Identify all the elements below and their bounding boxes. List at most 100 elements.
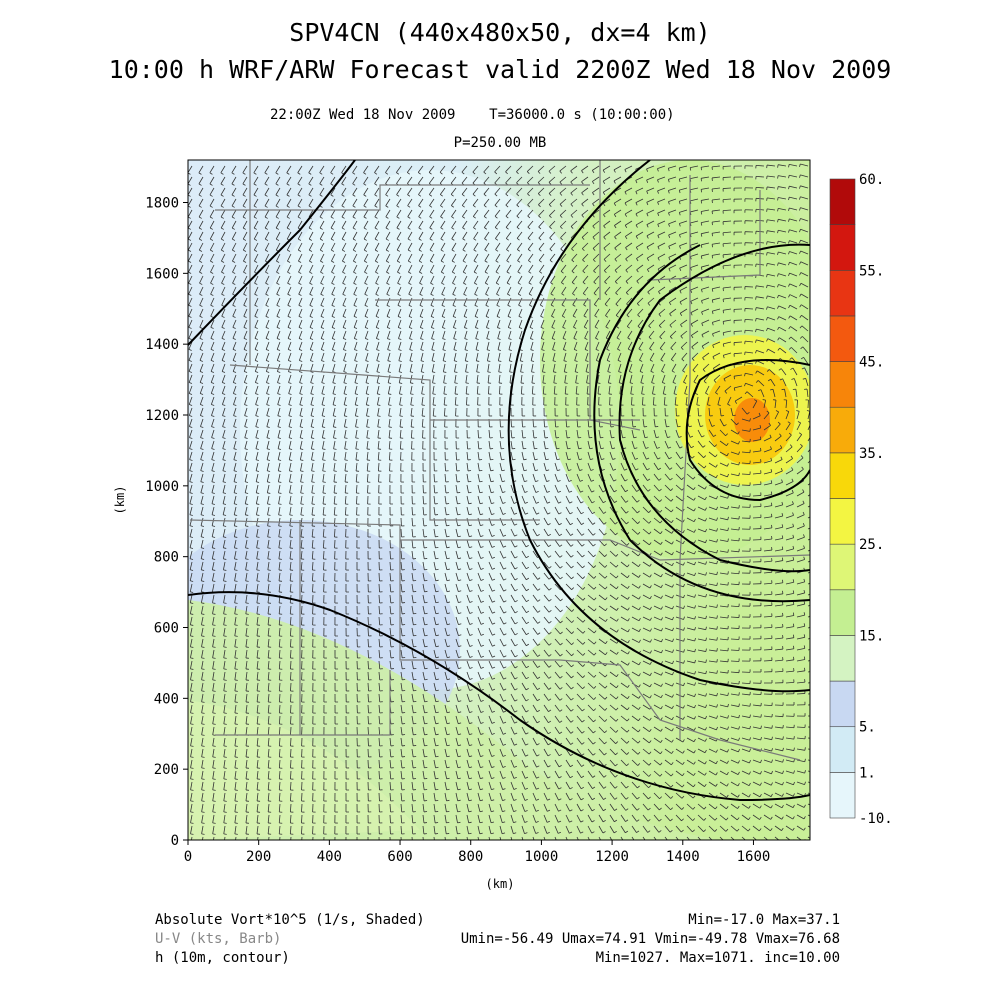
wind-barb <box>657 187 666 192</box>
wind-barb-flag <box>353 249 357 252</box>
wind-barb <box>432 374 435 383</box>
wind-barb <box>418 242 424 251</box>
wind-barb-flag <box>646 257 650 261</box>
wind-barb <box>286 176 292 185</box>
wind-barb-flag <box>646 269 650 273</box>
wind-barb-flag <box>232 271 236 274</box>
wind-barb-flag <box>209 227 213 230</box>
wind-barb <box>221 319 226 328</box>
wind-barb <box>509 374 512 383</box>
wind-barb <box>594 308 600 316</box>
wind-barb <box>406 165 413 173</box>
wind-barb-flag <box>711 322 714 326</box>
wind-barb-flag <box>374 238 378 241</box>
wind-barb <box>651 374 655 383</box>
wind-barb-flag <box>777 175 779 179</box>
wind-barb <box>516 231 523 239</box>
wind-barb <box>309 308 314 317</box>
wind-barb <box>604 264 611 271</box>
wind-barb-flag <box>188 282 192 285</box>
wind-barb <box>330 198 336 207</box>
wind-barb-flag <box>209 194 213 197</box>
wind-barb-flag <box>516 238 520 241</box>
wind-barb-flag <box>636 303 640 307</box>
wind-barb-flag <box>473 238 477 241</box>
wind-barb <box>309 286 314 295</box>
wind-barb <box>581 187 589 194</box>
wind-barb-flag <box>210 304 214 307</box>
wind-barb <box>439 165 446 173</box>
wind-barb-flag <box>332 349 336 351</box>
wind-barb <box>635 187 644 192</box>
wind-barb-flag <box>613 202 617 206</box>
wind-barb <box>407 198 413 206</box>
wind-barb <box>690 242 699 246</box>
wind-barb <box>663 396 666 406</box>
wind-barb <box>433 473 435 483</box>
wind-barb-flag <box>442 338 446 340</box>
wind-barb <box>253 165 259 174</box>
wind-barb-flag <box>755 329 757 333</box>
wind-barb <box>631 396 633 406</box>
wind-barb-flag <box>668 234 671 238</box>
wind-barb-flag <box>331 260 335 263</box>
wind-barb-flag <box>766 241 768 245</box>
wind-barb <box>209 187 215 196</box>
wind-barb-flag <box>507 293 511 296</box>
wind-barb-flag <box>516 193 520 197</box>
wind-barb-flag <box>265 238 269 241</box>
wind-barb <box>265 352 270 361</box>
wind-barb <box>407 242 413 251</box>
wind-barb <box>199 352 204 361</box>
wind-barb-flag <box>256 536 260 538</box>
wind-barb <box>309 253 314 262</box>
wind-barb <box>507 319 512 328</box>
wind-barb <box>559 165 567 172</box>
wind-barb <box>537 176 545 183</box>
wind-barb-flag <box>497 349 502 351</box>
wind-barb <box>330 209 336 218</box>
wind-barb-flag <box>749 428 751 432</box>
wind-barb <box>352 231 358 240</box>
wind-barb <box>331 330 336 339</box>
wind-barb-flag <box>365 382 369 384</box>
wind-barb-flag <box>582 248 585 252</box>
wind-barb-flag <box>541 349 545 351</box>
wind-barb-flag <box>625 292 629 296</box>
wind-barb-flag <box>624 225 628 228</box>
wind-barb-flag <box>527 226 531 230</box>
wind-barb-flag <box>560 259 564 263</box>
wind-barb-flag <box>619 382 623 384</box>
wind-barb <box>564 374 567 383</box>
wind-barb <box>646 220 655 225</box>
wind-barb-flag <box>407 216 411 219</box>
wind-barb <box>613 165 622 171</box>
wind-barb <box>365 385 369 394</box>
wind-barb-flag <box>668 223 670 227</box>
wind-barb-flag <box>451 227 455 230</box>
wind-barb <box>221 341 226 350</box>
wind-barb-flag <box>701 345 705 349</box>
wind-barb <box>265 275 270 284</box>
wind-barb-flag <box>343 382 347 384</box>
wind-barb-flag <box>570 192 573 196</box>
wind-barb <box>701 220 710 223</box>
wind-barb <box>231 176 237 185</box>
wind-barb <box>647 286 655 293</box>
wind-barb <box>432 385 435 394</box>
wind-barb-flag <box>429 260 434 263</box>
wind-barb-flag <box>682 370 686 373</box>
wind-barb-flag <box>453 327 457 329</box>
wind-barb <box>420 330 424 339</box>
wind-barb-flag <box>815 612 816 615</box>
wind-barb-flag <box>562 338 566 340</box>
wind-barb <box>760 389 765 398</box>
wind-barb <box>593 297 600 305</box>
wind-barb-flag <box>648 336 652 340</box>
wind-barb <box>549 242 556 250</box>
wind-barb-flag <box>779 378 783 381</box>
wind-barb <box>616 319 622 327</box>
wind-barb-flag <box>243 238 247 241</box>
wind-barb-flag <box>398 327 402 329</box>
wind-barb-flag <box>332 360 336 362</box>
